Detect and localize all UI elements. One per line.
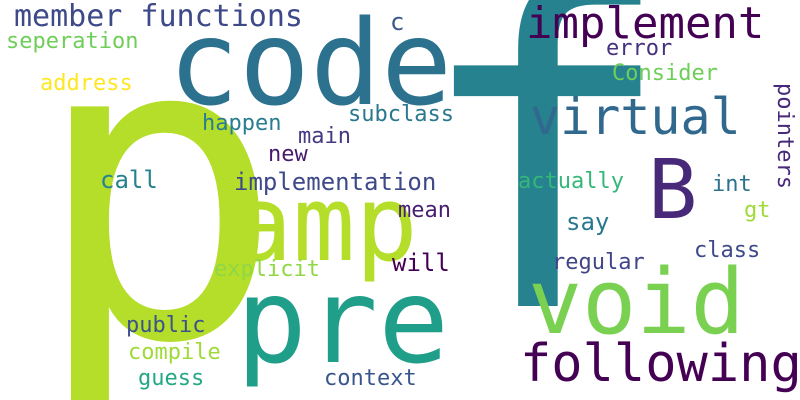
word-seperation: seperation <box>6 29 139 54</box>
word-public: public <box>126 313 206 338</box>
word-mean: mean <box>398 198 451 223</box>
word-void: void <box>528 250 745 355</box>
word-context: context <box>324 366 417 391</box>
word-explicit: explicit <box>214 257 320 282</box>
word-error: error <box>606 36 673 61</box>
word-consider: Consider <box>612 61 718 86</box>
word-f: f <box>412 0 677 400</box>
word-p: p <box>32 0 285 400</box>
word-following: following <box>520 334 800 394</box>
word-virtual: virtual <box>530 88 741 146</box>
word-regular: regular <box>552 250 645 275</box>
word-subclass: subclass <box>348 102 454 127</box>
word-new: new <box>268 142 308 167</box>
word-member-functions: member functions <box>14 0 303 34</box>
word-pre: pre <box>236 252 450 390</box>
word-B: B <box>648 143 698 238</box>
word-implementation: implementation <box>234 168 437 196</box>
word-call: call <box>100 166 158 194</box>
word-gt: gt <box>744 198 771 223</box>
word-c: c <box>390 8 405 36</box>
word-compile: compile <box>128 340 221 365</box>
word-main: main <box>298 124 351 149</box>
word-amp: amp <box>230 163 418 285</box>
word-class: class <box>694 238 761 263</box>
word-code: code <box>168 0 453 132</box>
word-implement: implement <box>526 0 765 49</box>
word-will: will <box>392 249 450 277</box>
word-actually: actually <box>518 169 624 194</box>
word-pointers: pointers <box>772 83 797 189</box>
word-guess: guess <box>138 366 205 391</box>
word-happen: happen <box>202 111 282 136</box>
word-address: address <box>40 71 133 96</box>
word-say: say <box>566 208 610 236</box>
word-int: int <box>712 172 752 197</box>
